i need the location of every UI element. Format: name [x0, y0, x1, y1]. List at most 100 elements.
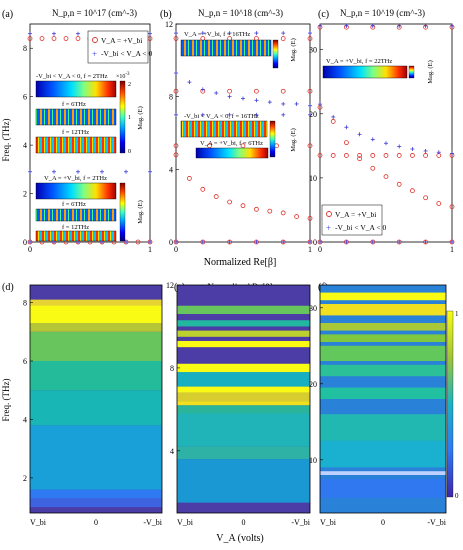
cbar-tick-1-a-top: 1: [128, 115, 131, 121]
title-c: N_p,n = 10^19 (cm^-3): [340, 8, 425, 18]
heatmap-band: [320, 323, 446, 331]
point-circle: [27, 36, 33, 41]
point-plus: [174, 112, 178, 117]
heatmap-band: [320, 471, 446, 475]
point-plus: [308, 112, 312, 117]
ytick-label: 0: [313, 238, 317, 247]
xticks-e: V_bi 0 -V_bi: [177, 518, 311, 527]
point-circle: [173, 88, 179, 94]
inset-title-a2: f = 6THz: [62, 101, 86, 108]
point-plus: [214, 91, 219, 96]
point-circle: [370, 153, 376, 158]
point-plus: [174, 240, 178, 244]
legend-circle-marker: [92, 37, 98, 43]
heatmap-d-bands: [30, 299, 162, 508]
heatmap-band: [177, 405, 310, 414]
heatmap-band: [177, 340, 310, 348]
point-plus: [370, 240, 375, 244]
legend-plus-marker: +: [92, 49, 97, 59]
ytick-label: 0: [23, 238, 27, 247]
point-plus: [357, 132, 362, 137]
heatmap-band: [177, 363, 310, 373]
panel-a: (a) N_p,n = 10^17 (cm^-3) Freq. (THz) 0 2…: [1, 8, 152, 254]
point-circle: [173, 143, 179, 149]
legend-c-plus-label: -V_bi < V_A < 0: [335, 223, 386, 232]
cbar-tick-1-f: 1: [455, 310, 459, 318]
ytick-label: 8: [170, 364, 174, 373]
yticks-a: 0 2 4 6 8: [23, 44, 33, 247]
point-plus: [200, 87, 205, 92]
xtick-label: 0: [318, 245, 322, 254]
title-b: N_p,n = 10^18 (cm^-3): [198, 8, 283, 18]
point-circle: [343, 153, 349, 158]
xtick-label: 0: [28, 245, 32, 254]
heatmap-band: [30, 498, 162, 508]
inset-title-a1: -V_bi < V_A < 0, f = 2THz: [36, 73, 108, 80]
cbar-tick-0-f: 0: [455, 492, 459, 500]
xticks-f: V_bi 0 -V_bi: [320, 518, 447, 527]
point-circle: [51, 36, 57, 41]
point-plus: [76, 169, 80, 174]
cbar-label-b1: Mag. (E): [290, 38, 297, 61]
ytick-label: 8: [23, 299, 27, 308]
point-plus: [200, 240, 205, 244]
point-circle: [294, 214, 300, 219]
point-plus: [397, 240, 402, 244]
point-plus: [308, 103, 312, 108]
point-plus: [76, 31, 80, 36]
point-plus: [318, 102, 322, 107]
cbar-label-a-bottom: Mag. (E): [137, 200, 144, 223]
legend-c-circle-marker: [326, 211, 332, 217]
colorbar-b2: [269, 120, 276, 158]
heatmap-band: [320, 345, 446, 361]
title-a: N_p,n = 10^17 (cm^-3): [52, 8, 137, 18]
ytick-label: 4: [169, 165, 173, 174]
point-plus: [281, 101, 286, 106]
yticks-f: 10 20 30: [309, 304, 323, 465]
point-circle: [186, 176, 192, 181]
point-circle: [396, 181, 402, 187]
point-circle: [423, 153, 429, 158]
cbar-tick-0-a-top: 0: [128, 149, 131, 155]
ytick-label: 4: [23, 141, 27, 150]
point-plus: [52, 31, 56, 36]
point-circle: [280, 88, 286, 94]
inset-title-b3: V_A = +V_bi, f = 6THz: [200, 140, 263, 147]
point-plus: [227, 112, 232, 117]
ytick-label: 2: [23, 190, 27, 199]
markers-c: [317, 23, 455, 245]
ytick-label: 30: [309, 46, 317, 55]
point-plus: [308, 240, 312, 244]
colorbar-c: [408, 65, 415, 79]
cbar-label-c: Mag. (E): [427, 60, 434, 83]
ytick-label: 8: [23, 44, 27, 53]
inset-field-a4: [35, 182, 117, 200]
heatmap-band: [320, 478, 446, 498]
point-plus: [344, 240, 349, 244]
point-circle: [173, 152, 179, 158]
point-circle: [227, 199, 233, 205]
inset-title-a5: f = 6THz: [62, 201, 86, 208]
xtick-label: V_bi: [320, 518, 337, 527]
plot-frame-d: [29, 284, 163, 514]
heatmap-band: [30, 425, 162, 490]
point-circle: [240, 143, 246, 149]
point-plus: [148, 169, 152, 174]
point-plus: [331, 114, 336, 119]
inset-field-a5: [35, 208, 117, 222]
heatmap-band: [30, 361, 162, 391]
inset-field-b1: [180, 39, 272, 57]
heatmap-band: [30, 305, 162, 323]
inset-field-a2: [35, 108, 117, 126]
point-circle: [207, 143, 212, 149]
xtick-label: 0: [174, 245, 178, 254]
legend-c-circle-label: V_A = +V_bi: [335, 210, 376, 219]
xtick-label: -V_bi: [143, 518, 162, 527]
colorbar-b1: [272, 39, 279, 69]
yticks-d: 2 4 6 8: [23, 299, 33, 483]
